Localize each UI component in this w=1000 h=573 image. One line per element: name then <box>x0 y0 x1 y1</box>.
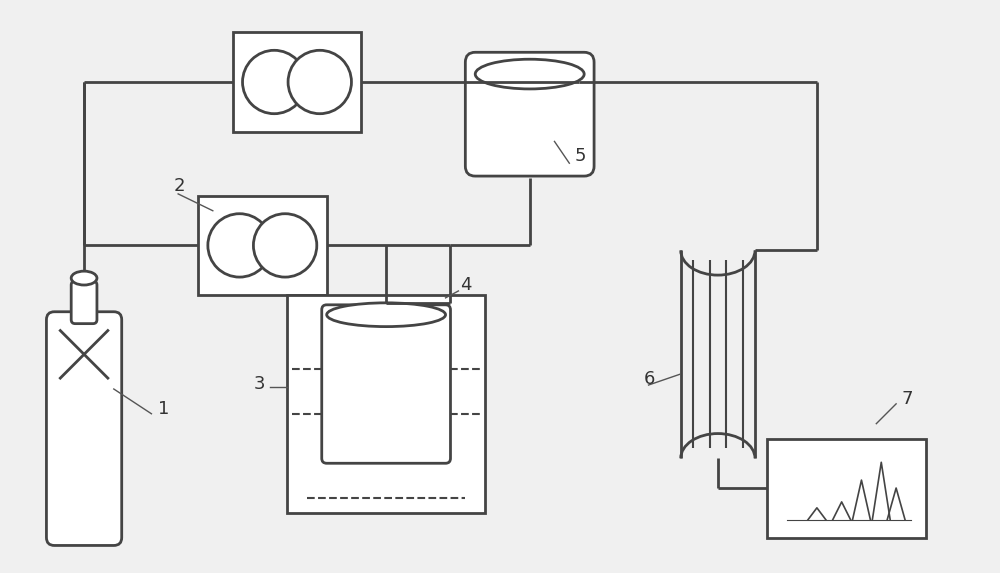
Bar <box>198 196 327 295</box>
Circle shape <box>288 50 351 113</box>
Circle shape <box>243 50 306 113</box>
FancyBboxPatch shape <box>46 312 122 545</box>
FancyBboxPatch shape <box>465 52 594 176</box>
Bar <box>233 33 361 132</box>
Text: 4: 4 <box>460 276 472 294</box>
Circle shape <box>208 214 271 277</box>
Text: 7: 7 <box>901 390 913 408</box>
Bar <box>767 438 926 537</box>
Circle shape <box>253 214 317 277</box>
Text: 2: 2 <box>173 177 185 195</box>
Ellipse shape <box>475 59 584 89</box>
FancyBboxPatch shape <box>322 305 450 463</box>
Bar <box>287 295 485 513</box>
Text: 6: 6 <box>644 370 655 388</box>
Text: 1: 1 <box>158 400 170 418</box>
Ellipse shape <box>71 271 97 285</box>
Ellipse shape <box>327 303 446 327</box>
Text: 5: 5 <box>574 147 586 165</box>
Text: 3: 3 <box>254 375 265 393</box>
FancyBboxPatch shape <box>71 281 97 324</box>
